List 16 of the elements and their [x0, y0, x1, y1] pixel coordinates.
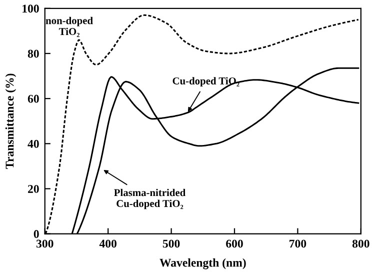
x-tick-label: 800	[352, 240, 370, 248]
x-tick-label: 300	[36, 240, 54, 248]
y-tick-label: 0	[34, 230, 39, 238]
annotation: Plasma-nitrided Cu-doped TiO₂	[114, 188, 186, 210]
x-tick-label: 600	[226, 240, 243, 248]
y-tick-label: 40	[28, 140, 39, 148]
annotation: non-doped TiO₂	[46, 16, 93, 38]
x-tick-label: 700	[290, 240, 306, 248]
y-tick-label: 100	[22, 4, 39, 13]
x-tick-label: 400	[99, 240, 116, 248]
x-tick-label: 500	[162, 240, 180, 248]
y-axis-title: Transmittance (%)	[5, 74, 16, 169]
y-tick-label: 20	[28, 184, 39, 193]
y-tick-label: 80	[28, 50, 39, 58]
y-tick-label: 60	[28, 94, 39, 103]
x-axis-title: Wavelength (nm)	[160, 258, 246, 270]
